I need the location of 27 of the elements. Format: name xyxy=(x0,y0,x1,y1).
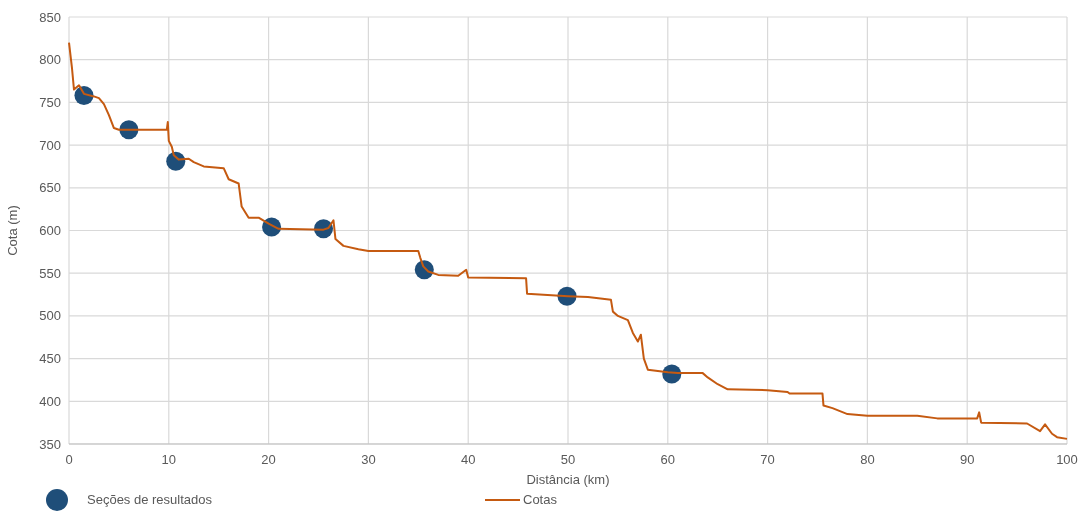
y-tick-label: 350 xyxy=(39,436,61,452)
y-tick-label: 850 xyxy=(39,9,61,25)
y-tick-label: 450 xyxy=(39,351,61,367)
y-tick-label: 550 xyxy=(39,265,61,281)
x-tick-label: 20 xyxy=(261,452,276,467)
y-axis-title: Cota (m) xyxy=(5,205,20,256)
x-tick-label: 30 xyxy=(361,452,376,467)
legend-label: Cotas xyxy=(523,492,558,507)
x-tick-label: 70 xyxy=(760,452,775,467)
y-tick-label: 500 xyxy=(39,308,61,324)
y-tick-label: 600 xyxy=(39,223,61,239)
legend-label: Seções de resultados xyxy=(87,492,213,507)
y-tick-label: 800 xyxy=(39,52,61,68)
x-tick-label: 100 xyxy=(1056,452,1078,467)
x-tick-label: 10 xyxy=(161,452,177,467)
line-series xyxy=(68,41,1068,440)
y-tick-label: 700 xyxy=(39,137,61,153)
y-tick-label: 400 xyxy=(39,393,61,409)
x-tick-label: 40 xyxy=(460,452,476,467)
y-tick-label: 650 xyxy=(39,180,61,196)
y-tick-label: 750 xyxy=(39,94,61,110)
x-axis-title: Distância (km) xyxy=(526,472,610,487)
x-tick-label: 90 xyxy=(959,452,975,467)
x-tick-label: 0 xyxy=(65,452,73,467)
x-tick-label: 80 xyxy=(860,452,875,467)
x-tick-label: 60 xyxy=(660,452,676,467)
x-tick-label: 50 xyxy=(560,452,576,467)
